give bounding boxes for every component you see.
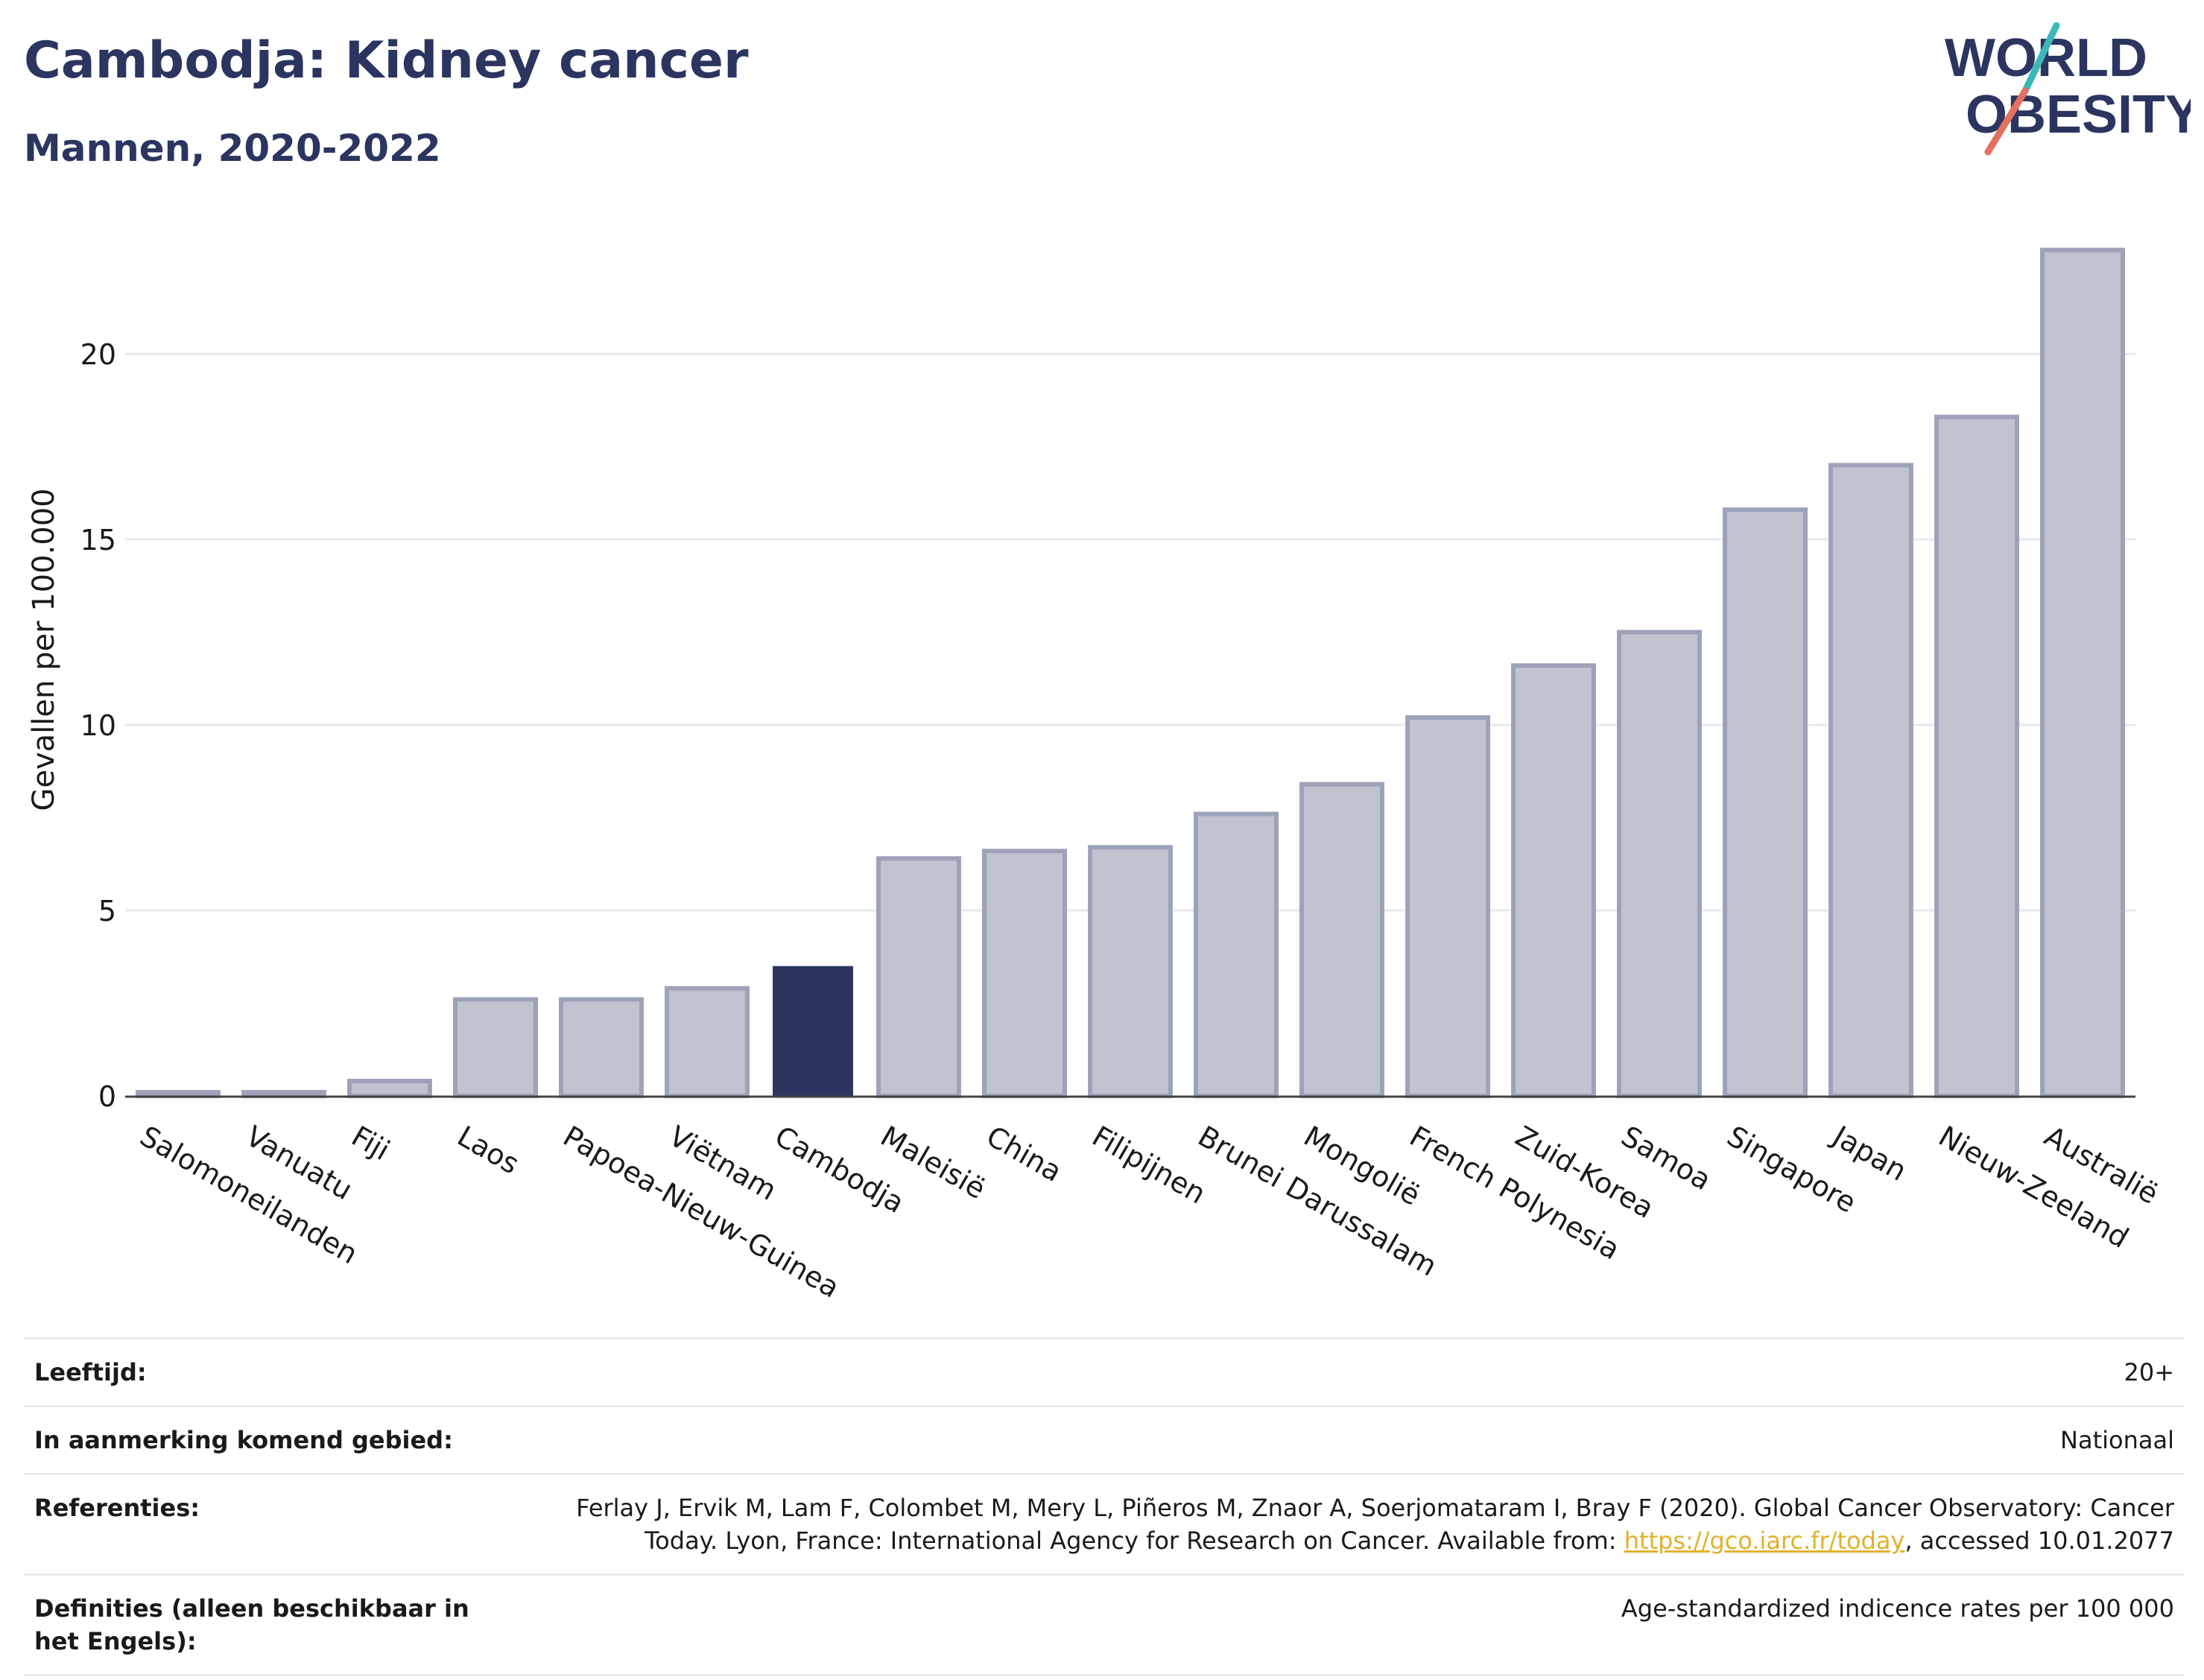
logo-line1: WORLD: [1945, 28, 2147, 88]
logo-slash-teal: [2021, 22, 2060, 95]
page-title: Cambodja: Kidney cancer: [24, 31, 749, 90]
bar-samoa: [1617, 630, 1702, 1098]
area-value: Nationaal: [2060, 1426, 2174, 1454]
x-tick-label: Nieuw-Zeeland: [1934, 1120, 2135, 1255]
bar-maleisi-: [876, 856, 961, 1099]
x-tick-label: Filipijnen: [1087, 1120, 1212, 1211]
bar-laos: [453, 997, 538, 1099]
meta-row-age: Leeftijd: 20+: [24, 1337, 2185, 1405]
age-value: 20+: [2124, 1358, 2174, 1386]
definitions-value: Age-standardized indicence rates per 100…: [1621, 1594, 2174, 1623]
x-tick-label: China: [981, 1120, 1068, 1188]
page-subtitle: Mannen, 2020-2022: [24, 127, 441, 170]
meta-row-area: In aanmerking komend gebied: Nationaal: [24, 1405, 2185, 1473]
age-label: Leeftijd:: [34, 1358, 147, 1386]
logo-slash-coral: [1984, 87, 2029, 156]
area-label: In aanmerking komend gebied:: [34, 1426, 453, 1454]
bar-salomoneilanden: [136, 1090, 221, 1099]
bar-brunei-darussalam: [1194, 811, 1279, 1099]
meta-row-references: Referenties: Ferlay J, Ervik M, Lam F, C…: [24, 1473, 2185, 1573]
y-axis-label: Gevallen per 100.000: [27, 488, 61, 811]
bar-vi-tnam: [665, 986, 750, 1098]
bar-australi-: [2040, 247, 2125, 1098]
metadata-table: Leeftijd: 20+ In aanmerking komend gebie…: [24, 1337, 2185, 1676]
references-accessed: , accessed 10.01.2077: [1904, 1527, 2174, 1555]
bar-vanuatu: [241, 1090, 326, 1099]
bar-cambodja: [773, 966, 853, 1096]
bar-zuid-korea: [1511, 663, 1596, 1098]
y-tick-label: 15: [80, 524, 116, 557]
y-tick-label: 10: [80, 709, 116, 742]
bar-filipijnen: [1088, 845, 1173, 1098]
references-link[interactable]: https://gco.iarc.fr/today: [1624, 1527, 1905, 1555]
references-label: Referenties:: [34, 1494, 200, 1522]
y-tick-label: 5: [98, 895, 116, 928]
definitions-label: Definities (alleen beschikbaar in het En…: [34, 1594, 469, 1655]
meta-row-definitions: Definities (alleen beschikbaar in het En…: [24, 1573, 2185, 1676]
logo-line2: OBESITY: [1966, 85, 2191, 145]
bar-japan: [1828, 463, 1913, 1098]
world-obesity-logo: WORLD OBESITY: [1945, 22, 2191, 156]
y-tick-label: 20: [80, 338, 116, 371]
x-tick-label: Laos: [452, 1120, 525, 1181]
bar-papoea-nieuw-guinea: [559, 997, 644, 1099]
bar-fiji: [347, 1079, 432, 1098]
bar-china: [982, 849, 1067, 1098]
y-tick-label: 0: [98, 1080, 116, 1113]
bar-mongoli-: [1299, 782, 1384, 1099]
x-tick-label: Fiji: [346, 1120, 396, 1167]
references-value: Ferlay J, Ervik M, Lam F, Colombet M, Me…: [572, 1492, 2174, 1557]
bars-layer: [125, 247, 2135, 1099]
references-text: Ferlay J, Ervik M, Lam F, Colombet M, Me…: [576, 1494, 2174, 1555]
bar-singapore: [1723, 507, 1808, 1098]
bar-nieuw-zeeland: [1934, 414, 2019, 1098]
bar-french-polynesia: [1405, 715, 1490, 1098]
